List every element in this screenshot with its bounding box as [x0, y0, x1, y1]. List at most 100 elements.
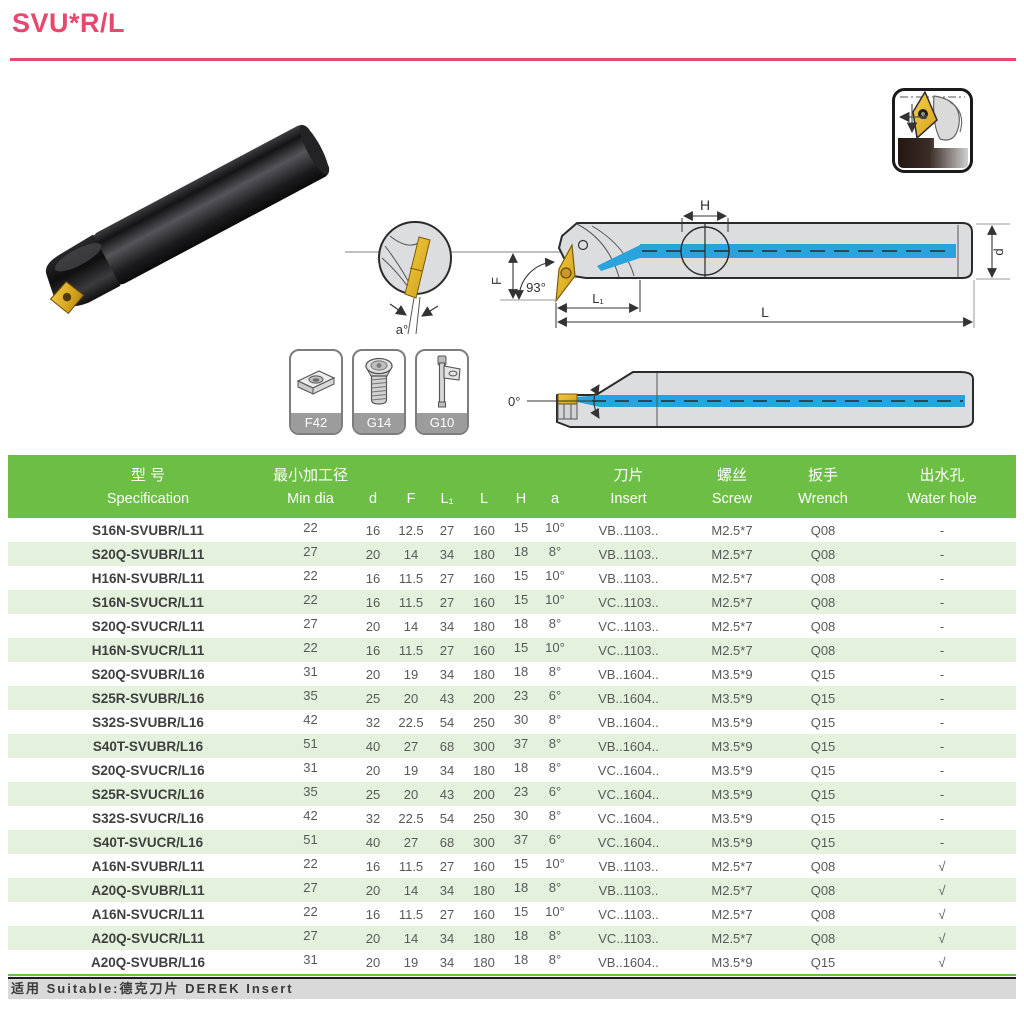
page-title: SVU*R/L: [12, 8, 126, 38]
table-row: H16N-SVUCR/L11 22 16 11.5 27 160 15 10° VC..1103…: [8, 638, 1016, 662]
cell-min_dia: 35: [303, 687, 318, 703]
cell-water: √: [938, 954, 946, 970]
table-row: S32S-SVUBR/L16 42 32 22.5 54 250 30 8° VB..1604.…: [8, 710, 1016, 734]
insert-edge-view: [404, 236, 431, 299]
header-water-cn: 出水孔: [919, 466, 965, 484]
cell-d: 40: [365, 738, 381, 754]
cell-min_dia: 22: [303, 567, 318, 583]
side-view: 93°: [514, 222, 973, 304]
cell-min_dia: 27: [303, 927, 318, 943]
cell-l: 200: [473, 690, 495, 706]
cell-d: 20: [365, 882, 381, 898]
cell-f: 11.5: [398, 906, 424, 922]
cell-f: 14: [403, 930, 419, 946]
cell-water: √: [938, 906, 946, 922]
footer-note: 适用 Suitable:德克刀片 DEREK Insert: [8, 977, 1016, 999]
table-row: A20Q-SVUBR/L11 27 20 14 34 180 18 8° VB..1103.. M…: [8, 878, 1016, 902]
table-row: S25R-SVUBR/L16 35 25 20 43 200 23 6° VB..1604.. M…: [8, 686, 1016, 710]
cell-h: 37: [513, 831, 529, 847]
cell-min_dia: 27: [303, 879, 318, 895]
table-row: S20Q-SVUBR/L16 31 20 19 34 180 18 8° VB..1604.. M…: [8, 662, 1016, 686]
cell-a: 10°: [545, 639, 565, 655]
spec-table: 型 号 最小加工径 刀片 螺丝 扳手 出水孔 Specification Min…: [8, 455, 1016, 976]
cell-f: 22.5: [398, 714, 424, 730]
cell-f: 27: [403, 834, 419, 850]
cell-insert: VB..1103..: [598, 858, 659, 874]
cell-f: 14: [403, 882, 419, 898]
card-label: F42: [291, 413, 341, 433]
cell-a: 8°: [548, 927, 562, 943]
cell-f: 19: [403, 954, 419, 970]
cell-l1: 27: [439, 906, 455, 922]
cell-d: 25: [365, 786, 381, 802]
cell-l1: 27: [439, 522, 455, 538]
cell-l1: 27: [439, 594, 455, 610]
cell-insert: VB..1103..: [598, 882, 659, 898]
cell-water: -: [939, 522, 945, 538]
cell-screw: M2.5*7: [711, 522, 753, 538]
head-highlight: [54, 243, 102, 272]
cell-l1: 34: [439, 954, 455, 970]
coolant-channel-lower: [577, 395, 965, 407]
cell-water: -: [939, 666, 945, 682]
cell-h: 15: [513, 567, 529, 583]
cell-l1: 34: [439, 882, 455, 898]
cell-l1: 34: [439, 546, 455, 562]
header-spec-cn: 型 号: [130, 466, 166, 484]
header-a: a: [550, 490, 560, 507]
insert-top-view: [557, 393, 578, 405]
cell-f: 11.5: [398, 594, 424, 610]
card-label: G14: [354, 413, 404, 433]
table-row: A20Q-SVUBR/L16 31 20 19 34 180 18 8° VB..1604.. M…: [8, 950, 1016, 974]
cell-insert: VC..1103..: [598, 906, 659, 922]
cell-insert: VB..1604..: [598, 738, 659, 754]
cell-h: 15: [513, 903, 529, 919]
cell-insert: VB..1103..: [598, 570, 659, 586]
header-mindia-cn: 最小加工径: [272, 466, 348, 484]
cell-spec: S32S-SVUCR/L16: [92, 810, 204, 826]
cell-spec: H16N-SVUCR/L11: [91, 642, 205, 658]
cell-insert: VC..1103..: [598, 594, 659, 610]
cell-f: 11.5: [398, 858, 424, 874]
cell-a: 8°: [548, 663, 562, 679]
table-row: H16N-SVUBR/L11 22 16 11.5 27 160 15 10° VB..1103…: [8, 566, 1016, 590]
cell-screw: M3.5*9: [711, 666, 753, 682]
cell-l: 180: [473, 762, 495, 778]
cell-water: √: [938, 930, 946, 946]
cell-l: 180: [473, 930, 495, 946]
title-rule: [10, 58, 1016, 61]
cell-f: 19: [403, 666, 419, 682]
screw-icon: [365, 357, 393, 405]
cell-wrench: Q08: [810, 570, 836, 586]
accessory-cards: F42 G14: [289, 349, 469, 435]
cell-l: 180: [473, 666, 495, 682]
table-row: S25R-SVUCR/L16 35 25 20 43 200 23 6° VC..1604.. M…: [8, 782, 1016, 806]
cell-l1: 34: [439, 618, 455, 634]
cell-d: 16: [365, 570, 381, 586]
header-insert-cn: 刀片: [613, 466, 644, 484]
cell-f: 14: [403, 618, 419, 634]
cell-d: 20: [365, 618, 381, 634]
cell-insert: VC..1604..: [597, 786, 660, 802]
cell-spec: H16N-SVUBR/L11: [91, 570, 205, 586]
label-d: d: [991, 248, 1006, 255]
product-photo: [45, 124, 330, 315]
cell-insert: VC..1604..: [597, 834, 660, 850]
cell-d: 16: [365, 522, 381, 538]
cell-l1: 54: [439, 714, 455, 730]
cell-l: 300: [473, 738, 495, 754]
table-row: S20Q-SVUCR/L16 31 20 19 34 180 18 8° VC..1604.. M…: [8, 758, 1016, 782]
cell-l1: 34: [439, 666, 455, 682]
coolant-channel-taper: [597, 245, 640, 271]
cell-water: √: [938, 858, 946, 874]
cell-wrench: Q08: [810, 594, 836, 610]
cell-h: 15: [513, 519, 529, 535]
cell-wrench: Q08: [810, 642, 836, 658]
cell-a: 8°: [548, 759, 562, 775]
cell-screw: M2.5*7: [711, 858, 753, 874]
cell-spec: A20Q-SVUCR/L11: [91, 930, 205, 946]
table-row: A16N-SVUBR/L11 22 16 11.5 27 160 15 10° VB..1103…: [8, 854, 1016, 878]
feed-direction-icon: [898, 104, 928, 134]
cell-f: 11.5: [398, 642, 424, 658]
label-93: 93°: [526, 280, 546, 295]
